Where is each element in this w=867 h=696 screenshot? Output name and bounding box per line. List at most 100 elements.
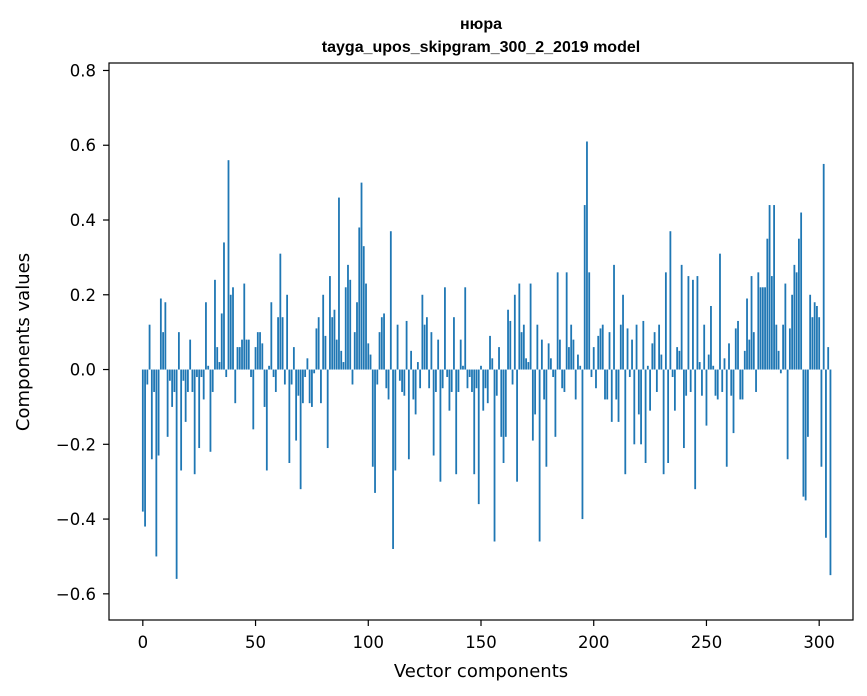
bar <box>529 283 532 370</box>
bar <box>394 369 397 471</box>
bar <box>193 369 196 475</box>
bar <box>739 369 742 400</box>
bar <box>281 317 284 370</box>
bar <box>637 369 640 415</box>
bar <box>419 369 422 389</box>
bar <box>525 358 527 370</box>
bar <box>522 324 525 370</box>
bar <box>737 320 739 370</box>
bar <box>356 302 358 370</box>
bar <box>520 332 523 370</box>
bar <box>268 365 270 370</box>
y-tick-label: 0.0 <box>70 361 96 380</box>
bar <box>144 369 146 527</box>
bar <box>299 369 302 490</box>
bar <box>507 309 509 370</box>
bar <box>495 369 498 396</box>
bar <box>788 328 791 370</box>
bar <box>252 369 255 430</box>
bar <box>396 324 399 370</box>
bar <box>667 369 670 463</box>
bar <box>317 317 320 370</box>
bar <box>534 369 537 415</box>
bar <box>214 279 216 370</box>
bar <box>205 302 207 370</box>
bar <box>536 324 539 370</box>
bar <box>256 332 259 370</box>
bar <box>732 369 735 434</box>
bar <box>177 332 180 370</box>
bar <box>480 365 482 370</box>
bar <box>773 205 775 370</box>
bar <box>324 335 327 370</box>
bar <box>658 324 661 370</box>
bar <box>338 197 340 370</box>
bar <box>694 369 697 490</box>
bar <box>714 369 717 396</box>
bar <box>389 231 392 370</box>
bar <box>263 369 266 407</box>
chart-title-line2: tayga_upos_skipgram_300_2_2019 model <box>322 39 640 56</box>
bar <box>155 369 158 557</box>
bar <box>698 362 701 370</box>
bar <box>362 246 365 370</box>
bar <box>683 369 685 449</box>
bar <box>619 324 622 370</box>
bar <box>482 369 485 411</box>
bar <box>750 276 753 370</box>
bar <box>371 369 374 467</box>
bar <box>450 369 453 392</box>
bar <box>353 332 356 370</box>
bar <box>173 369 176 392</box>
bar <box>220 313 223 370</box>
bar <box>669 231 672 370</box>
bar <box>509 320 512 370</box>
bar <box>471 369 473 392</box>
bar <box>238 347 241 370</box>
bar <box>599 328 602 370</box>
bar <box>746 298 748 370</box>
bar <box>730 369 733 396</box>
bar <box>626 328 629 370</box>
bar <box>660 354 663 370</box>
bar <box>486 369 489 404</box>
bar <box>349 279 352 370</box>
bar <box>425 317 428 370</box>
bar <box>572 339 575 370</box>
bar <box>189 339 192 370</box>
y-tick-label: −0.4 <box>56 510 96 529</box>
bar <box>182 369 185 381</box>
bar <box>171 369 174 407</box>
bar <box>311 369 313 407</box>
bar <box>809 294 812 370</box>
bar <box>227 160 230 370</box>
bar <box>196 369 198 378</box>
bar <box>538 369 541 542</box>
bar <box>342 362 345 370</box>
bar <box>646 365 649 370</box>
bar <box>615 369 618 400</box>
bar <box>365 283 367 370</box>
bar <box>768 205 771 370</box>
bar <box>816 305 818 370</box>
bar <box>687 276 690 370</box>
bar <box>559 339 561 370</box>
bar <box>405 320 408 370</box>
bar <box>710 305 712 370</box>
bar <box>791 294 794 370</box>
bar <box>446 369 449 378</box>
bar <box>277 317 279 370</box>
bar <box>234 369 237 404</box>
bar <box>247 339 250 370</box>
bar <box>279 253 282 370</box>
bar <box>229 294 232 370</box>
bar <box>207 365 210 370</box>
bar <box>502 369 505 463</box>
bar <box>441 369 444 389</box>
bar <box>378 332 381 370</box>
bar <box>556 272 559 370</box>
bar <box>635 324 638 370</box>
bar <box>549 358 552 370</box>
bar <box>818 317 821 370</box>
